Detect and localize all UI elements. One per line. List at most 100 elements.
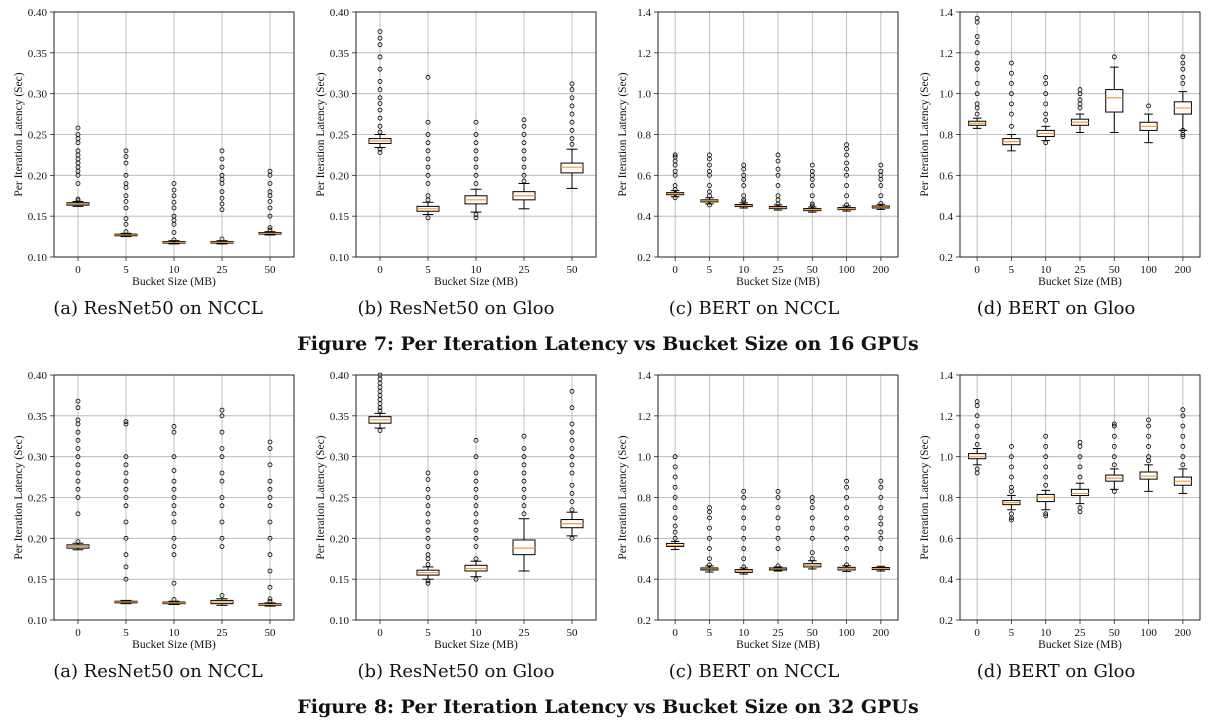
outlier-8	[473, 495, 479, 500]
chart0-ytick-label-6: 0.40	[28, 7, 48, 19]
chart3-ytick-label-4: 1.0	[939, 89, 953, 101]
chart2-box-10	[734, 162, 753, 209]
outlier-6	[473, 148, 479, 154]
outlier-10	[267, 478, 273, 484]
outlier-1	[521, 172, 527, 178]
chart4-box-5	[114, 419, 138, 605]
chart7-ytick-label-5: 1.2	[939, 411, 953, 423]
outlier-5	[809, 505, 815, 511]
outlier-1	[672, 529, 678, 535]
outlier-4	[267, 199, 273, 204]
chart5-xtick-label-0: 0	[377, 627, 383, 639]
outlier-9	[672, 454, 678, 460]
chart2-xtick-label-1: 5	[707, 264, 713, 276]
chart7-box-5	[1002, 444, 1021, 523]
chart2-ytick-label-2: 0.6	[637, 170, 651, 182]
chart1-ytick-label-0: 0.10	[330, 252, 350, 264]
chart1-box-0	[368, 29, 392, 155]
outlier-4	[1009, 484, 1014, 490]
outlier-0	[267, 227, 273, 233]
chart2-xtick-label-2: 10	[738, 264, 750, 276]
outlier-3	[219, 519, 225, 525]
chart0-xtick-label-0: 0	[75, 264, 81, 276]
outlier-4	[672, 505, 678, 511]
chart4-xtick-label-2: 10	[169, 627, 181, 639]
chart4-ytick-label-3: 0.25	[28, 493, 48, 505]
outlier-7	[844, 484, 849, 490]
chart7-box-25	[1070, 439, 1090, 515]
outlier-12	[75, 132, 81, 137]
outlier-9	[267, 486, 273, 492]
outlier-5	[219, 495, 225, 500]
chart7-box-50	[1105, 421, 1124, 494]
figure8-panel-b: 0.10 0.15 0.20 0.25 0.30 0.35 0.40 0 5 10 25 50 Buck…	[302, 363, 604, 653]
outlier-3	[1180, 81, 1186, 86]
outlier-2	[878, 529, 884, 535]
chart7-xtick-label-5: 100	[1140, 627, 1157, 639]
chart4-ytick-label-6: 0.40	[28, 370, 48, 382]
chart1-frame	[355, 11, 597, 258]
chart6-xtick-label-5: 100	[838, 627, 855, 639]
outlier-11	[219, 413, 225, 419]
outlier-2	[974, 442, 980, 447]
outlier-9	[171, 486, 177, 492]
chart1-box-10	[464, 119, 488, 221]
outlier-4	[75, 478, 81, 484]
chart7-ytick-label-6: 1.4	[939, 370, 953, 382]
outlier-7	[267, 503, 273, 509]
chart2-y-axis-label: Per Iteration Latency (Sec)	[617, 72, 629, 196]
outlier-14	[75, 398, 81, 404]
outlier-3	[1146, 433, 1151, 439]
outlier-7	[473, 140, 479, 146]
chart7-box-0	[968, 399, 987, 476]
outlier-2	[1043, 482, 1049, 488]
outlier-3	[1077, 464, 1083, 470]
outlier-2	[775, 535, 781, 541]
outlier-1	[473, 556, 479, 562]
outlier-12	[473, 454, 479, 460]
chart6-xtick-label-3: 25	[773, 627, 785, 639]
outlier-0	[171, 237, 177, 243]
outlier-5	[569, 103, 575, 109]
outlier-8	[521, 446, 527, 451]
chart5-box-10	[464, 437, 488, 582]
outlier-7	[569, 454, 575, 460]
outlier-10	[219, 429, 225, 435]
outlier-5	[1146, 417, 1151, 423]
outlier-5	[1043, 81, 1049, 86]
outlier-5	[1111, 423, 1117, 429]
outlier-8	[844, 142, 849, 148]
outlier-2	[75, 495, 81, 500]
outlier-5	[741, 172, 747, 178]
outlier-1	[171, 230, 177, 235]
chart4-xtick-label-4: 50	[265, 627, 277, 639]
outlier-13	[377, 35, 383, 41]
chart5-ytick-label-3: 0.25	[330, 493, 350, 505]
outlier-10	[219, 148, 225, 154]
chart1-ytick-label-3: 0.25	[330, 130, 350, 142]
figure7-panel-c: 0.2 0.4 0.6 0.8 1.0 1.2 1.4 0 5 10 25 50 100 200 Bucke…	[604, 0, 906, 290]
outlier-2	[844, 535, 849, 541]
chart1-ytick-label-2: 0.20	[330, 170, 350, 182]
outlier-1	[741, 556, 747, 562]
outlier-0	[844, 202, 849, 208]
outlier-5	[569, 470, 575, 476]
outlier-1	[1111, 462, 1117, 468]
outlier-10	[377, 66, 383, 72]
outlier-9	[267, 168, 273, 174]
outlier-5	[741, 515, 747, 521]
chart1-x-axis-label: Bucket Size (MB)	[434, 276, 518, 288]
outlier-0	[219, 593, 225, 598]
figure7-title: Figure 7: Per Iteration Latency vs Bucke…	[297, 333, 919, 355]
outlier-1	[1180, 454, 1186, 460]
outlier-5	[775, 505, 781, 511]
outlier-3	[521, 156, 527, 162]
outlier-2	[425, 562, 431, 567]
outlier-5	[974, 413, 980, 419]
outlier-12	[123, 421, 129, 427]
outlier-1	[569, 136, 575, 141]
outlier-7	[974, 50, 980, 56]
outlier-4	[1111, 433, 1117, 439]
outlier-5	[1009, 474, 1014, 480]
chart1-xtick-label-2: 10	[471, 264, 483, 276]
